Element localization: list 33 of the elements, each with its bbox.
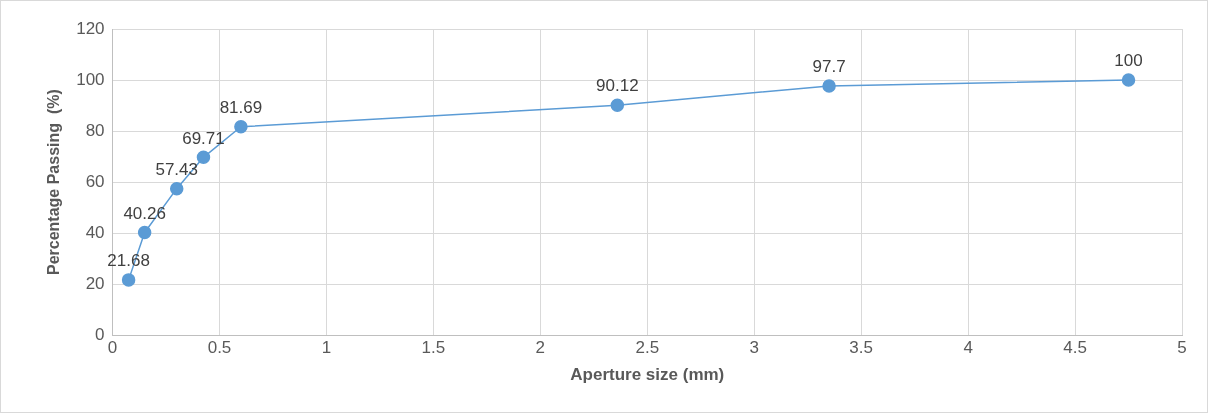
y-axis-title: Percentage Passing (%) [45,89,63,276]
y-tick-label: 20 [85,273,105,293]
x-tick-label: 4.5 [1063,338,1087,358]
point [196,150,211,165]
x-tick-label: 3.5 [849,338,873,358]
point [610,98,625,112]
point [234,120,248,134]
y-tick-label: 60 [85,171,105,191]
x-tick-label: 2.5 [635,338,660,358]
data-label: 81.69 [219,97,263,117]
x-axis-title: Aperture size (mm) [570,365,725,385]
y-tick-label: 80 [85,120,105,140]
x-tick-label: 3 [749,338,759,358]
point [1121,73,1136,87]
point [137,225,152,240]
point [121,273,136,287]
data-label: 100 [1114,51,1143,71]
y-tick-label: 0 [95,324,105,344]
x-tick-label: 1 [321,338,332,358]
x-tick-label: 5 [1177,338,1187,358]
y-tick-label: 120 [76,18,105,38]
point [822,79,836,93]
data-label: 97.7 [812,57,846,77]
y-tick-label: 40 [85,222,105,242]
point [169,181,184,196]
x-tick-label: 0.5 [207,338,232,358]
data-label: 69.71 [182,128,225,148]
x-tick-label: 1.5 [421,338,446,358]
x-tick-label: 4 [963,338,973,358]
x-tick-label: 2 [535,338,546,358]
data-label: 90.12 [596,76,639,96]
y-tick-label: 100 [76,69,105,89]
x-tick-label: 0 [107,338,118,358]
